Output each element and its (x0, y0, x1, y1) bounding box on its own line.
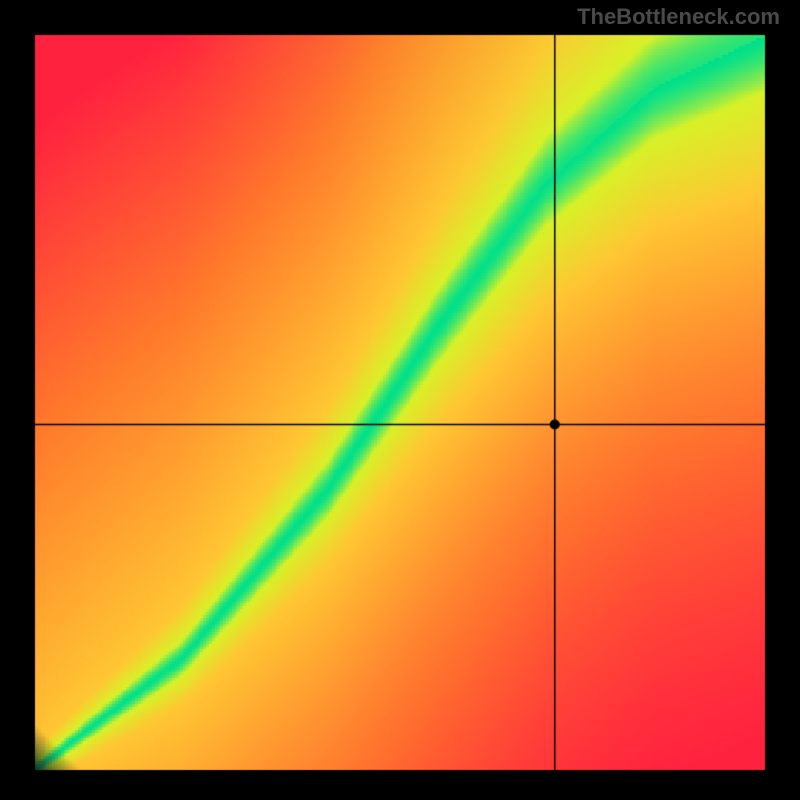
bottleneck-heatmap (0, 0, 800, 800)
watermark-text: TheBottleneck.com (577, 4, 780, 30)
